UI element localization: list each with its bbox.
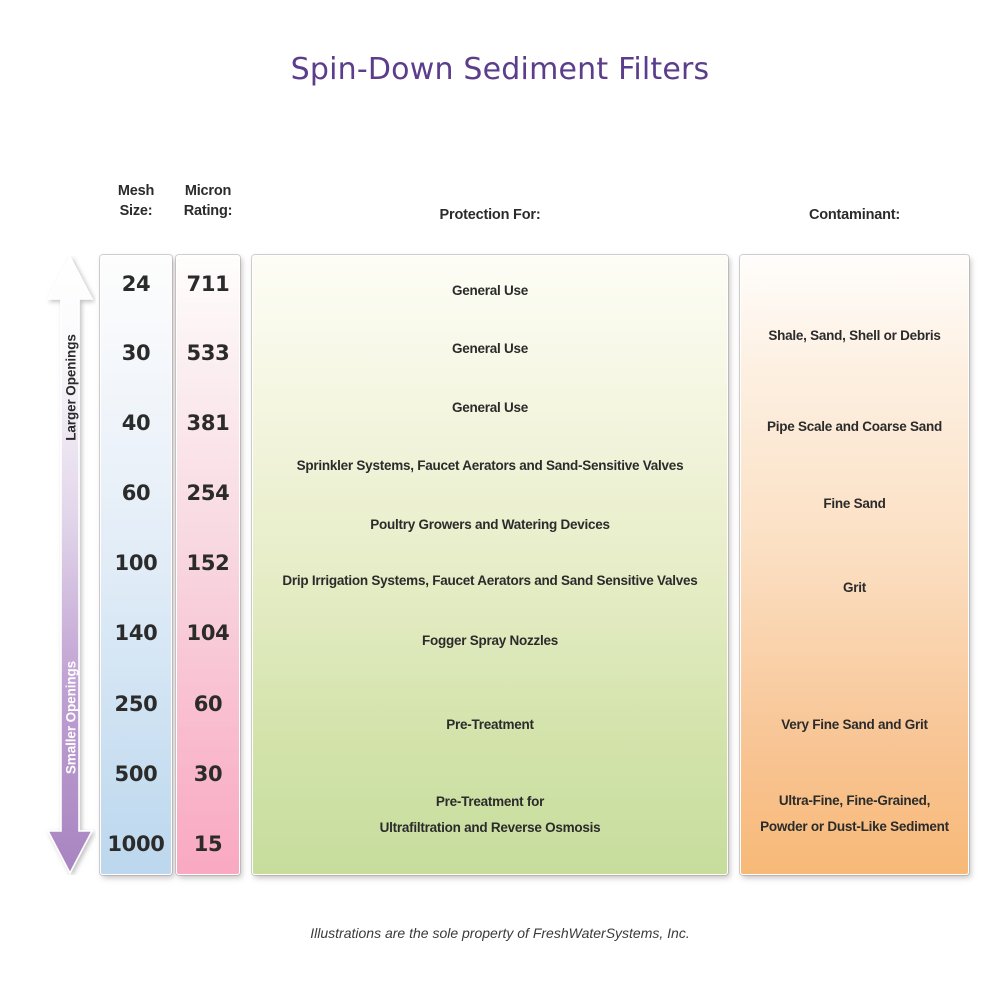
contaminant-entry: Grit (842, 580, 866, 596)
arrow-label-larger-openings: Larger Openings (63, 334, 79, 441)
mesh-size-value: 30 (121, 341, 151, 365)
micron-rating-value: 30 (193, 762, 223, 786)
contaminant-entry: Fine Sand (823, 496, 886, 512)
column-header-contaminant: Contaminant: (808, 207, 901, 223)
mesh-size-value: 60 (121, 481, 151, 505)
contaminant-entry: Ultra-Fine, Fine-Grained, (778, 793, 931, 809)
mesh-size-value: 100 (114, 551, 158, 575)
contaminant-entry: Very Fine Sand and Grit (781, 717, 928, 733)
protection-entry: Sprinkler Systems, Faucet Aerators and S… (296, 458, 684, 474)
mesh-size-value: 40 (121, 411, 151, 435)
micron-rating-column: 711 533 381 254 152 104 60 30 15 (176, 255, 240, 875)
micron-rating-value: 381 (186, 411, 230, 435)
mesh-header-line1: Mesh (117, 183, 155, 199)
protection-entry: Pre-Treatment for (435, 794, 545, 810)
contaminant-entry: Shale, Sand, Shell or Debris (768, 328, 941, 344)
micron-rating-value: 15 (193, 832, 223, 856)
micron-rating-value: 711 (186, 272, 230, 296)
openings-scale-arrow: Larger Openings Smaller Openings (44, 255, 96, 875)
mesh-size-value: 1000 (107, 832, 165, 856)
mesh-size-value: 24 (121, 272, 151, 296)
contaminant-entry: Pipe Scale and Coarse Sand (766, 419, 943, 435)
protection-entry: Fogger Spray Nozzles (421, 633, 559, 649)
protection-entry: Drip Irrigation Systems, Faucet Aerators… (282, 573, 698, 589)
mesh-header-line2: Size: (119, 202, 153, 219)
protection-entry: Ultrafiltration and Reverse Osmosis (379, 820, 601, 836)
mesh-size-column: 24 30 40 60 100 140 250 500 1000 (100, 255, 172, 875)
contaminant-column: Shale, Sand, Shell or Debris Pipe Scale a… (740, 255, 969, 875)
column-header-protection-for: Protection For: (439, 207, 541, 223)
protection-entry: General Use (451, 400, 529, 416)
micron-header-line1: Micron (184, 183, 232, 199)
micron-header-line2: Rating: (183, 202, 233, 219)
micron-rating-value: 104 (186, 621, 230, 645)
micron-rating-value: 254 (186, 481, 230, 505)
micron-rating-value: 60 (193, 692, 223, 716)
mesh-size-value: 250 (114, 692, 158, 716)
micron-rating-value: 152 (186, 551, 230, 575)
mesh-size-value: 140 (114, 621, 158, 645)
column-header-mesh-size: Mesh Size: (100, 182, 172, 221)
protection-entry: Poultry Growers and Watering Devices (370, 517, 610, 533)
protection-for-column: General Use General Use General Use Sprinkl… (252, 255, 728, 875)
column-header-micron-rating: Micron Rating: (176, 182, 240, 221)
mesh-size-value: 500 (114, 762, 158, 786)
arrow-label-smaller-openings: Smaller Openings (63, 660, 79, 775)
protection-entry: General Use (451, 341, 529, 357)
page-title: Spin-Down Sediment Filters (290, 52, 710, 87)
protection-entry: General Use (451, 283, 529, 299)
double-arrow-icon (46, 255, 94, 875)
contaminant-entry: Powder or Dust-Like Sediment (760, 819, 949, 835)
footer-attribution: Illustrations are the sole property of F… (310, 925, 690, 941)
protection-entry: Pre-Treatment (446, 717, 534, 733)
micron-rating-value: 533 (186, 341, 230, 365)
